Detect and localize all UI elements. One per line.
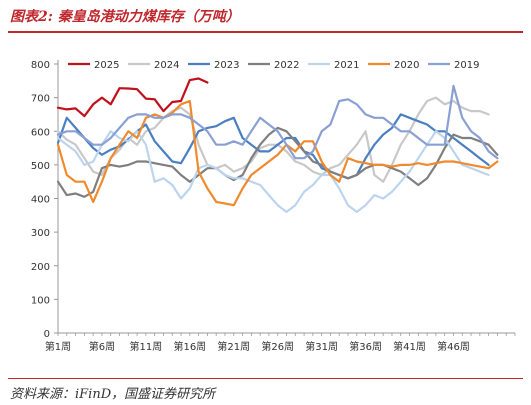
x-tick-label: 第1周 <box>45 340 71 353</box>
x-tick-label: 第6周 <box>89 340 115 353</box>
series-line-2021 <box>56 130 490 213</box>
legend-label-2025: 2025 <box>94 60 119 71</box>
x-tick-label: 第26周 <box>261 340 294 353</box>
x-tick-label: 第36周 <box>349 340 382 353</box>
legend-label-2019: 2019 <box>454 60 479 71</box>
legend-label-2024: 2024 <box>154 60 179 71</box>
series-line-2020 <box>56 99 499 207</box>
series-line-2019 <box>56 84 499 160</box>
source-divider <box>8 378 523 379</box>
x-tick-label: 第31周 <box>305 340 338 353</box>
chart-title: 图表2: 秦皇岛港动力煤库存（万吨） <box>10 9 240 25</box>
x-tick-label: 第46周 <box>437 340 470 353</box>
chart-series-lines <box>56 77 499 213</box>
x-tick-label: 第41周 <box>393 340 426 353</box>
y-tick-label: 300 <box>31 228 50 239</box>
legend-label-2021: 2021 <box>334 60 359 71</box>
x-tick-label: 第11周 <box>130 340 163 353</box>
legend-label-2022: 2022 <box>274 60 299 71</box>
y-tick-label: 800 <box>31 60 50 71</box>
legend-label-2023: 2023 <box>214 60 239 71</box>
y-tick-label: 700 <box>31 94 50 105</box>
title-underline <box>8 31 523 33</box>
series-line-2022 <box>56 126 499 198</box>
x-tick-label: 第21周 <box>217 340 250 353</box>
y-tick-label: 400 <box>31 195 50 206</box>
y-tick-label: 500 <box>31 161 50 172</box>
y-tick-label: 600 <box>31 127 50 138</box>
source-note: 资料来源：iFinD，国盛证券研究所 <box>10 387 216 402</box>
chart-legend: 2025 2024 2023 2022 2021 2020 2019 <box>68 60 479 71</box>
x-tick-label: 第16周 <box>173 340 206 353</box>
y-tick-label: 0 <box>44 329 50 340</box>
legend-label-2020: 2020 <box>394 60 419 71</box>
chart-axes: 0100200300400500600700800第1周 第6周 第11周 第16周第… <box>31 60 516 353</box>
series-line-2025 <box>56 77 209 118</box>
y-tick-label: 200 <box>31 262 50 273</box>
y-tick-label: 100 <box>31 295 50 306</box>
